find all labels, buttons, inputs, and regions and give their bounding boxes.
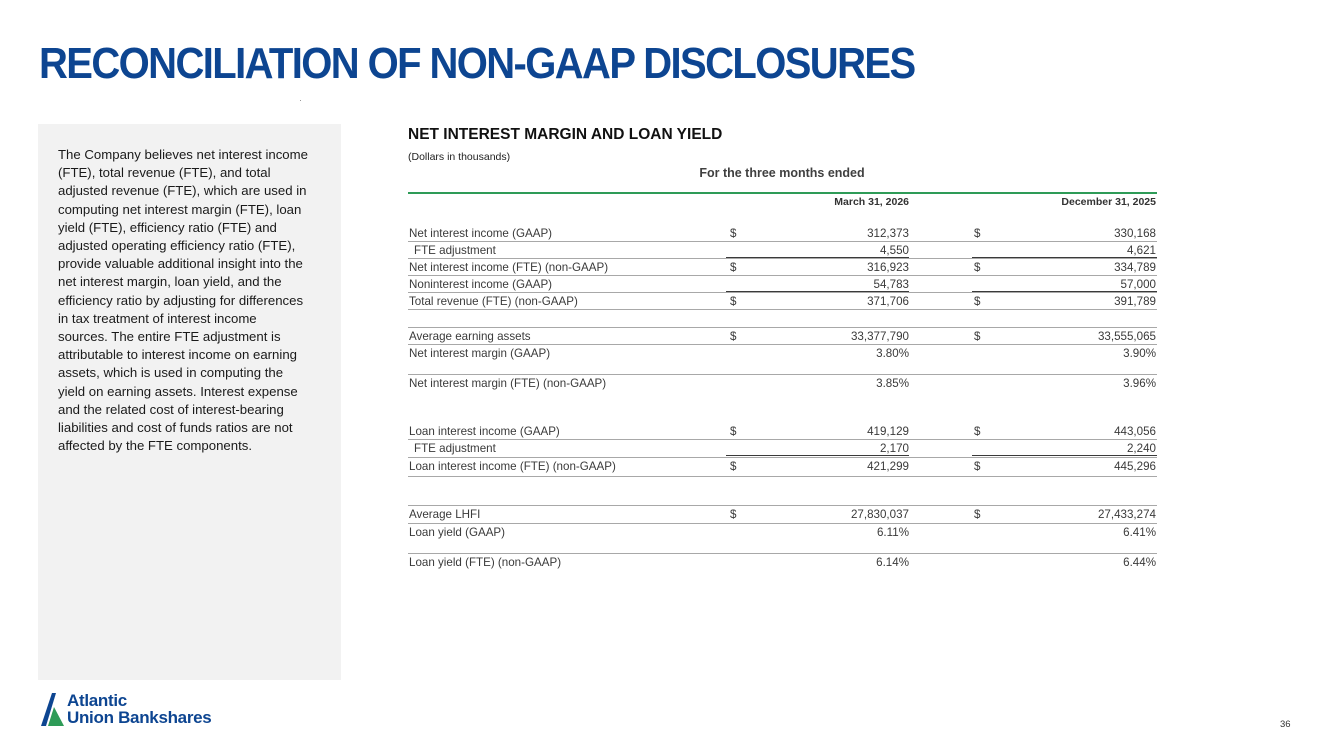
sidebar-panel: The Company believes net interest income… <box>38 124 341 680</box>
value-march-2026: 421,299 <box>867 460 909 473</box>
table-rule <box>408 523 1157 524</box>
value-december-2025: 3.90% <box>1123 347 1156 360</box>
table-rule <box>972 257 1157 258</box>
sidebar-description: The Company believes net interest income… <box>58 147 308 454</box>
value-december-2025: 334,789 <box>1114 261 1156 274</box>
table-rule <box>408 292 1157 293</box>
dollar-sign: $ <box>730 261 737 274</box>
row-label: Average earning assets <box>409 330 531 343</box>
row-label: FTE adjustment <box>414 244 496 257</box>
logo-mark-icon <box>41 693 64 726</box>
table-rule <box>972 455 1157 456</box>
dollar-sign: $ <box>974 425 981 438</box>
row-label: Loan yield (FTE) (non-GAAP) <box>409 556 562 569</box>
column-header-december-2025: December 31, 2025 <box>1061 196 1156 208</box>
row-label: Net interest margin (GAAP) <box>409 347 551 360</box>
value-march-2026: 419,129 <box>867 425 909 438</box>
value-march-2026: 2,170 <box>879 442 909 455</box>
table-rule <box>726 291 909 292</box>
value-december-2025: 3.96% <box>1123 377 1156 390</box>
table-rule <box>408 241 1157 242</box>
company-logo: Atlantic Union Bankshares <box>39 691 269 731</box>
value-march-2026: 371,706 <box>867 295 909 308</box>
value-march-2026: 33,377,790 <box>850 330 909 343</box>
value-december-2025: 2,240 <box>1126 442 1156 455</box>
value-march-2026: 3.85% <box>876 377 909 390</box>
row-label: Net interest margin (FTE) (non-GAAP) <box>409 377 607 390</box>
table-rule <box>408 553 1157 554</box>
row-label: Total revenue (FTE) (non-GAAP) <box>409 295 578 308</box>
value-march-2026: 54,783 <box>873 278 909 291</box>
value-march-2026: 3.80% <box>876 347 909 360</box>
table-rule <box>408 505 1157 506</box>
row-label: Net interest income (GAAP) <box>409 227 553 240</box>
row-label: Loan interest income (GAAP) <box>409 425 560 438</box>
value-march-2026: 4,550 <box>879 244 909 257</box>
value-march-2026: 312,373 <box>867 227 909 240</box>
page-number: 36 <box>1280 719 1291 730</box>
row-label: Noninterest income (GAAP) <box>409 278 553 291</box>
section-subtitle: (Dollars in thousands) <box>408 151 511 163</box>
table-rule <box>408 275 1157 276</box>
table-rule <box>408 457 1157 458</box>
dollar-sign: $ <box>974 261 981 274</box>
dollar-sign: $ <box>974 508 981 521</box>
value-december-2025: 6.41% <box>1123 526 1156 539</box>
value-december-2025: 443,056 <box>1114 425 1156 438</box>
table-rule <box>408 258 1157 259</box>
column-header-march-2026: March 31, 2026 <box>834 196 909 208</box>
value-december-2025: 57,000 <box>1120 278 1156 291</box>
dollar-sign: $ <box>730 508 737 521</box>
value-december-2025: 445,296 <box>1114 460 1156 473</box>
table-rule <box>408 374 1157 375</box>
value-december-2025: 4,621 <box>1126 244 1156 257</box>
section-title: NET INTEREST MARGIN AND LOAN YIELD <box>408 126 723 143</box>
value-december-2025: 391,789 <box>1114 295 1156 308</box>
value-march-2026: 6.14% <box>876 556 909 569</box>
table-rule <box>408 439 1157 440</box>
dollar-sign: $ <box>730 425 737 438</box>
logo-line-2: Union Bankshares <box>67 708 212 727</box>
decorative-dot <box>300 100 301 101</box>
dollar-sign: $ <box>974 460 981 473</box>
table-rule <box>972 291 1157 292</box>
table-rule <box>408 344 1157 345</box>
value-march-2026: 27,830,037 <box>850 508 909 521</box>
row-label: Net interest income (FTE) (non-GAAP) <box>409 261 609 274</box>
value-march-2026: 316,923 <box>867 261 909 274</box>
row-label: Loan interest income (FTE) (non-GAAP) <box>409 460 616 473</box>
dollar-sign: $ <box>974 227 981 240</box>
row-label: Average LHFI <box>409 508 481 521</box>
table-rule <box>726 455 909 456</box>
row-label: FTE adjustment <box>414 442 496 455</box>
dollar-sign: $ <box>730 460 737 473</box>
dollar-sign: $ <box>730 330 737 343</box>
dollar-sign: $ <box>974 330 981 343</box>
value-december-2025: 27,433,274 <box>1097 508 1156 521</box>
value-december-2025: 33,555,065 <box>1097 330 1156 343</box>
page-title: RECONCILIATION OF NON-GAAP DISCLOSURES <box>39 40 916 88</box>
value-december-2025: 6.44% <box>1123 556 1156 569</box>
logo-wordmark: Atlantic Union Bankshares <box>67 691 212 727</box>
dollar-sign: $ <box>730 227 737 240</box>
header-rule <box>408 192 1157 194</box>
logo-line-1: Atlantic <box>67 691 127 710</box>
table-rule <box>726 257 909 258</box>
table-rule <box>408 476 1157 477</box>
dollar-sign: $ <box>730 295 737 308</box>
row-label: Loan yield (GAAP) <box>409 526 506 539</box>
table-rule <box>408 327 1157 328</box>
value-december-2025: 330,168 <box>1114 227 1156 240</box>
dollar-sign: $ <box>974 295 981 308</box>
value-march-2026: 6.11% <box>876 526 909 539</box>
period-header: For the three months ended <box>699 166 865 180</box>
table-rule <box>408 309 1157 310</box>
